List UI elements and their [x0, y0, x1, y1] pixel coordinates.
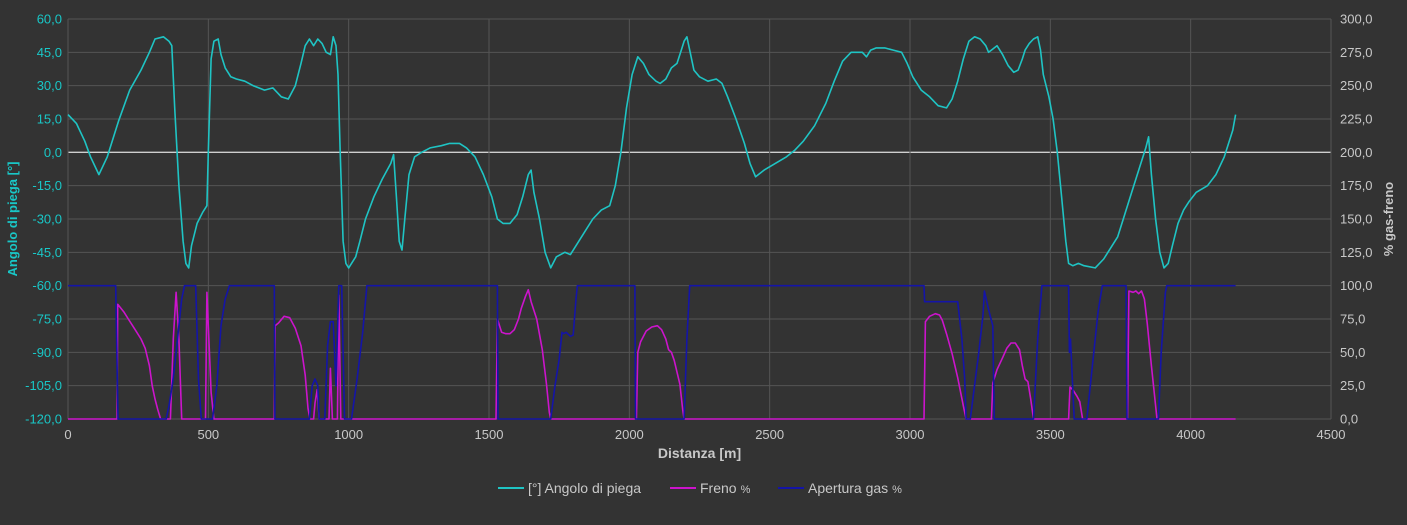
legend-label: [°] Angolo di piega — [528, 480, 641, 496]
y-left-tick-label: -45,0 — [32, 245, 62, 260]
x-tick-label: 3000 — [896, 427, 925, 442]
x-tick-label: 3500 — [1036, 427, 1065, 442]
legend-series-name: Apertura gas — [808, 480, 888, 496]
y-left-tick-label: -60,0 — [32, 278, 62, 293]
y-right-tick-label: 250,0 — [1340, 78, 1373, 93]
x-tick-label: 4500 — [1317, 427, 1346, 442]
axes: 60,0 45,0 30,0 15,0 0,0 -15,0 -30,0 -45,0 -60,0 -… — [5, 12, 1396, 462]
y-right-tick-label: 175,0 — [1340, 178, 1373, 193]
y-left-tick-label: 60,0 — [37, 12, 62, 27]
y-right-tick-label: 0,0 — [1340, 412, 1358, 427]
y-right-tick-label: 125,0 — [1340, 245, 1373, 260]
y-left-tick-label: 15,0 — [37, 112, 62, 127]
series-lines — [67, 35, 1237, 420]
grid — [67, 18, 1332, 420]
y-right-tick-label: 275,0 — [1340, 45, 1373, 60]
legend-series-name: Freno — [700, 480, 737, 496]
legend-label: Freno% — [700, 480, 751, 496]
series-line-2 — [68, 288, 1236, 420]
y-left-tick-label: -15,0 — [32, 178, 62, 193]
y-left-axis-title: Angolo di piega [°] — [5, 162, 20, 277]
y-left-tick-label: 0,0 — [44, 145, 62, 160]
x-tick-label: 2000 — [615, 427, 644, 442]
x-tick-label: 1500 — [475, 427, 504, 442]
legend: [°] Angolo di piega Freno% Apertura gas% — [498, 480, 902, 496]
y-left-tick-label: -30,0 — [32, 212, 62, 227]
series-line-3 — [68, 284, 1236, 420]
y-left-tick-label: -105,0 — [25, 378, 62, 393]
y-right-tick-label: 200,0 — [1340, 145, 1373, 160]
x-tick-label: 4000 — [1176, 427, 1205, 442]
y-left-tick-label: -120,0 — [25, 412, 62, 427]
y-left-tick-label: -75,0 — [32, 312, 62, 327]
legend-unit: % — [741, 484, 751, 496]
y-right-axis-title: % gas-freno — [1381, 182, 1396, 256]
x-tick-label: 1000 — [334, 427, 363, 442]
y-right-tick-label: 75,0 — [1340, 312, 1365, 327]
y-right-tick-label: 225,0 — [1340, 112, 1373, 127]
x-tick-label: 2500 — [755, 427, 784, 442]
y-right-tick-label: 100,0 — [1340, 278, 1373, 293]
y-right-tick-label: 25,0 — [1340, 378, 1365, 393]
y-left-tick-label: -90,0 — [32, 345, 62, 360]
y-right-tick-label: 300,0 — [1340, 12, 1373, 27]
legend-unit: % — [892, 484, 902, 496]
x-axis-title: Distanza [m] — [658, 445, 741, 461]
x-tick-label: 0 — [64, 427, 71, 442]
y-left-tick-label: 30,0 — [37, 78, 62, 93]
series-line-1 — [67, 35, 1237, 269]
y-right-tick-label: 50,0 — [1340, 345, 1365, 360]
legend-label: Apertura gas% — [808, 480, 902, 496]
y-right-tick-label: 150,0 — [1340, 212, 1373, 227]
y-left-tick-label: 45,0 — [37, 45, 62, 60]
legend-series-name: [°] Angolo di piega — [528, 480, 641, 496]
x-tick-label: 500 — [197, 427, 219, 442]
